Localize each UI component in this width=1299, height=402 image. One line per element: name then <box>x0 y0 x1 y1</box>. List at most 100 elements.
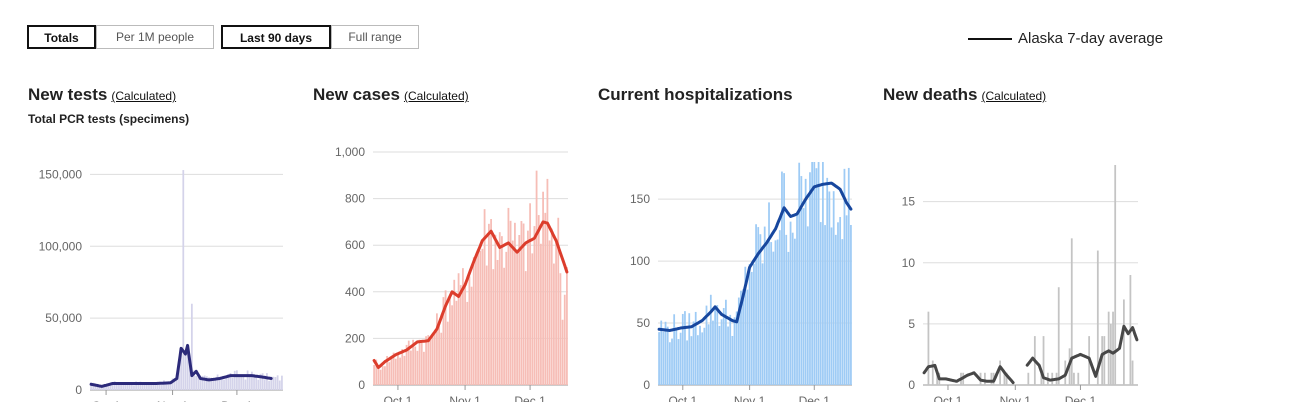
bar <box>744 266 747 385</box>
bar <box>122 384 125 390</box>
panel-title: New tests <box>28 85 108 104</box>
x-tick-label: Dec 1 <box>799 394 831 402</box>
bar <box>742 289 745 385</box>
bar <box>798 162 801 385</box>
bar <box>440 332 443 385</box>
bar <box>135 381 137 390</box>
bar <box>501 236 503 385</box>
bar <box>124 385 127 390</box>
bar <box>178 363 180 390</box>
bar <box>765 240 768 385</box>
bar <box>503 267 505 385</box>
bar <box>688 313 691 385</box>
bar <box>699 325 701 385</box>
bar <box>837 222 839 385</box>
bar <box>167 381 170 390</box>
bar <box>381 366 384 385</box>
full-range-button[interactable]: Full range <box>331 25 419 49</box>
per-1m-people-button[interactable]: Per 1M people <box>96 25 214 49</box>
bar <box>180 349 183 390</box>
bar <box>466 301 469 385</box>
bar <box>218 379 221 390</box>
bar <box>139 381 142 390</box>
bar <box>259 373 262 390</box>
bar <box>485 265 488 385</box>
bar <box>990 372 993 385</box>
bar <box>793 238 796 385</box>
bar <box>1122 299 1125 385</box>
panel-title-row: New cases (Calculated) <box>313 85 469 105</box>
bar <box>516 249 518 385</box>
bar <box>658 332 660 385</box>
totals-button[interactable]: Totals <box>27 25 96 49</box>
bar <box>763 226 766 385</box>
bar <box>772 251 775 385</box>
calculated-link[interactable]: (Calculated) <box>403 89 469 103</box>
bar <box>427 335 430 385</box>
bar <box>186 346 189 390</box>
bar <box>1073 372 1075 385</box>
bar <box>1107 311 1110 385</box>
bar <box>412 339 414 385</box>
bar <box>483 209 486 385</box>
bar <box>394 358 397 385</box>
bar <box>692 321 695 385</box>
bar <box>757 227 760 385</box>
bar <box>1101 336 1104 385</box>
bar <box>401 349 404 385</box>
bar <box>246 370 249 390</box>
bar <box>768 202 770 385</box>
bar <box>1003 372 1006 385</box>
y-tick-label: 10 <box>902 256 916 270</box>
average-line <box>922 363 1015 385</box>
bar <box>1096 250 1099 385</box>
bar <box>433 333 436 385</box>
y-tick-label: 100 <box>630 254 650 268</box>
bar <box>714 306 717 385</box>
bar <box>152 382 155 390</box>
bar <box>384 366 386 385</box>
bar <box>141 383 144 390</box>
bar <box>660 320 663 385</box>
panel-title: New deaths <box>883 85 978 104</box>
bar <box>733 317 736 385</box>
bar <box>544 212 547 385</box>
y-tick-label: 15 <box>902 195 916 209</box>
bar <box>1131 360 1134 385</box>
bar <box>563 294 566 385</box>
bar <box>1112 311 1114 385</box>
bar <box>731 335 734 385</box>
bar <box>505 251 508 385</box>
bar <box>843 168 846 385</box>
bar <box>414 346 417 385</box>
bar <box>746 289 749 385</box>
hospitalizations-chart: 0 50 100 150 Oct 1 Nov 1 Dec 1 <box>630 162 853 402</box>
calculated-link[interactable]: (Calculated) <box>981 89 1047 103</box>
calculated-link[interactable]: (Calculated) <box>111 89 177 103</box>
y-tick-label: 0 <box>358 378 365 392</box>
bar <box>720 319 723 385</box>
bar <box>375 359 378 385</box>
bar <box>553 263 555 385</box>
bar <box>223 379 225 390</box>
bar <box>548 240 551 385</box>
bar <box>735 311 738 385</box>
bar <box>761 263 764 385</box>
bar <box>778 230 781 385</box>
bar <box>115 383 118 390</box>
bar <box>826 177 829 385</box>
last-90-days-button[interactable]: Last 90 days <box>221 25 331 49</box>
bar <box>671 338 673 385</box>
y-tick-label: 150 <box>630 192 650 206</box>
bar <box>668 342 671 385</box>
y-tick-label: 5 <box>908 317 915 331</box>
bar <box>542 191 544 385</box>
bar <box>533 226 536 385</box>
bar <box>514 222 516 385</box>
y-tick-label: 600 <box>345 238 365 252</box>
bar <box>507 207 510 385</box>
bar <box>251 371 253 390</box>
bar <box>488 223 490 385</box>
bar <box>145 382 148 390</box>
bar <box>822 162 824 385</box>
